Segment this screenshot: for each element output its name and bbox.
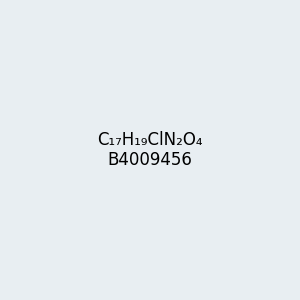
Text: C₁₇H₁₉ClN₂O₄
B4009456: C₁₇H₁₉ClN₂O₄ B4009456 [97, 130, 203, 170]
